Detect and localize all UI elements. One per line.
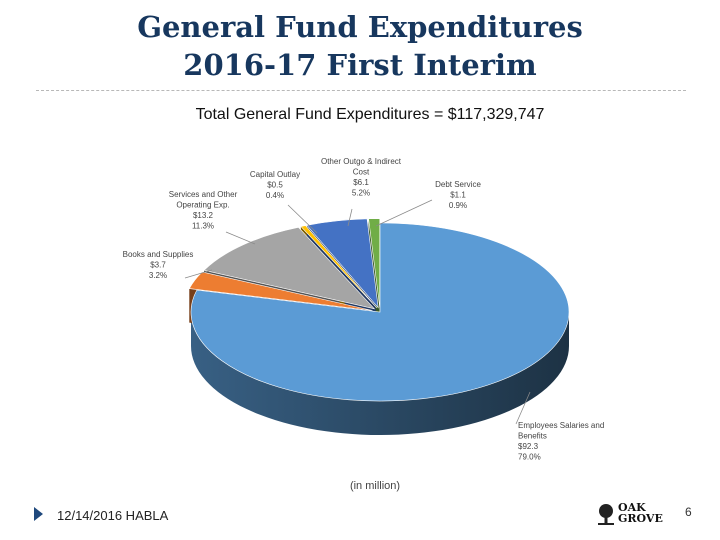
leader-line-3 bbox=[287, 204, 318, 234]
title-line-1: General Fund Expenditures bbox=[137, 10, 583, 44]
logo-text: OAK GROVE bbox=[618, 501, 663, 525]
pie-slice-3 bbox=[300, 225, 378, 309]
pie-top bbox=[188, 218, 570, 402]
slice-label-3: Capital Outlay $0.5 0.4% bbox=[250, 170, 300, 200]
slice-label-4: Other Outgo & Indirect Cost $6.1 5.2% bbox=[321, 157, 402, 198]
slice-label-5: Debt Service $1.1 0.9% bbox=[435, 180, 481, 210]
title-divider bbox=[36, 90, 686, 91]
page-number: 6 bbox=[685, 505, 692, 519]
chart-unit-note: (in million) bbox=[350, 480, 400, 492]
pie-slice-5 bbox=[368, 218, 381, 308]
oak-tree-icon bbox=[598, 504, 614, 525]
footer-arrow-icon bbox=[34, 507, 43, 521]
slide-title: General Fund Expenditures 2016-17 First … bbox=[0, 8, 720, 84]
pie-slice-0 bbox=[190, 222, 570, 402]
leader-line-2 bbox=[225, 231, 256, 245]
slice-label-0: Employees Salaries and Benefits $92.3 79.0% bbox=[518, 421, 604, 462]
pie-labels: Employees Salaries and Benefits $92.3 79.0%… bbox=[123, 157, 605, 462]
slice-label-1: Books and Supplies $3.7 3.2% bbox=[123, 250, 194, 280]
title-line-2: 2016-17 First Interim bbox=[183, 48, 537, 82]
leader-line-0 bbox=[515, 391, 531, 425]
footer-date: 12/14/2016 HABLA bbox=[57, 508, 169, 523]
leader-line-1 bbox=[184, 269, 213, 279]
pie-side-0 bbox=[191, 312, 569, 435]
pie-slice-2 bbox=[203, 227, 376, 310]
pie-slice-1 bbox=[188, 271, 373, 311]
chart-subtitle: Total General Fund Expenditures = $117,3… bbox=[195, 106, 545, 123]
leader-line-5 bbox=[375, 199, 433, 227]
oak-grove-logo: OAK GROVE bbox=[596, 502, 670, 528]
leader-line-4 bbox=[347, 208, 353, 227]
slice-label-2: Services and Other Operating Exp. $13.2 11.… bbox=[169, 190, 238, 231]
pie-slice-4 bbox=[306, 218, 379, 309]
